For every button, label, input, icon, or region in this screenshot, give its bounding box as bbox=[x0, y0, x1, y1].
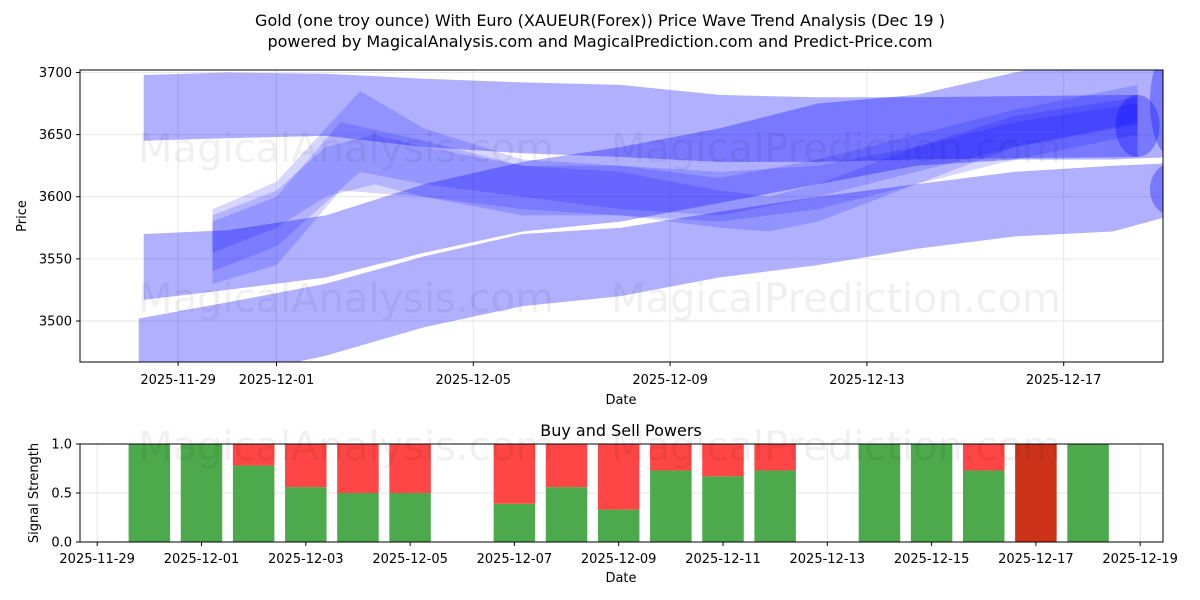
buy-bar-2025-12-18 bbox=[1067, 444, 1109, 542]
signal-x-tick-label: 2025-12-03 bbox=[268, 552, 344, 567]
buy-bar-2025-12-07 bbox=[493, 503, 536, 542]
price-y-tick-label: 3600 bbox=[39, 190, 72, 205]
price-wave-band-5 bbox=[212, 97, 1138, 284]
price-x-tick-label: 2025-12-05 bbox=[436, 373, 512, 388]
buy-sell-bars bbox=[128, 444, 1109, 542]
buy-bar-2025-12-01 bbox=[180, 444, 223, 542]
price-wave-band-6 bbox=[212, 103, 1138, 253]
price-y-axis-label: Price bbox=[15, 200, 30, 232]
watermark-prediction-top-2: MagicalPrediction.com bbox=[611, 276, 1061, 322]
signal-x-tick-label: 2025-12-01 bbox=[164, 552, 240, 567]
buy-bar-2025-12-09 bbox=[597, 509, 640, 542]
sell-bar-2025-12-04 bbox=[337, 444, 379, 493]
buy-bar-2025-12-08 bbox=[545, 487, 588, 542]
price-y-tick-label: 3500 bbox=[39, 314, 72, 329]
sell-bar-2025-12-16 bbox=[963, 444, 1005, 471]
buy-bar-2025-12-03 bbox=[285, 487, 327, 542]
sell-bar-2025-12-05 bbox=[389, 444, 431, 493]
sell-bar-2025-12-03 bbox=[285, 444, 327, 488]
signal-y-axis-label: Signal Strength bbox=[27, 443, 42, 543]
price-plot-frame bbox=[79, 69, 1164, 363]
price-wave-cap-2 bbox=[1149, 70, 1163, 153]
price-wave-band-4 bbox=[212, 84, 1138, 272]
price-wave-panel: MagicalAnalysis.com MagicalPrediction.com… bbox=[15, 66, 1164, 408]
watermark-prediction-top-1: MagicalPrediction.com bbox=[611, 126, 1061, 172]
buy-bar-2025-12-12 bbox=[754, 470, 796, 542]
buy-bar-2025-12-14 bbox=[858, 444, 901, 542]
sell-bar-2025-12-07 bbox=[493, 444, 536, 504]
price-x-axis-label: Date bbox=[605, 393, 636, 408]
sell-bar-2025-12-17 bbox=[1015, 444, 1057, 542]
sell-bar-2025-12-10 bbox=[650, 444, 692, 471]
buy-bar-2025-12-11 bbox=[702, 476, 744, 542]
signal-y-tick-label: 0.0 bbox=[51, 536, 72, 551]
chart-subtitle: powered by MagicalAnalysis.com and Magic… bbox=[267, 32, 932, 51]
sell-bar-2025-12-11 bbox=[702, 444, 744, 477]
price-x-tick-label: 2025-12-01 bbox=[239, 373, 315, 388]
buy-sell-panel: Buy and Sell Powers MagicalAnalysis.com M… bbox=[27, 421, 1178, 586]
signal-x-tick-label: 2025-12-05 bbox=[372, 552, 448, 567]
price-wave-cap-1 bbox=[1115, 94, 1160, 157]
price-x-tick-label: 2025-12-17 bbox=[1026, 373, 1102, 388]
watermark-analysis-top-2: MagicalAnalysis.com bbox=[138, 276, 554, 322]
price-x-tick-label: 2025-12-09 bbox=[632, 373, 708, 388]
signal-x-tick-label: 2025-12-13 bbox=[790, 552, 866, 567]
signal-x-tick-label: 2025-11-29 bbox=[59, 552, 135, 567]
signal-y-tick-label: 0.5 bbox=[51, 487, 72, 502]
buy-bar-2025-12-10 bbox=[650, 470, 692, 542]
sell-bar-2025-12-02 bbox=[232, 444, 275, 466]
buy-bar-2025-12-04 bbox=[337, 493, 379, 542]
price-y-tick-label: 3650 bbox=[39, 128, 72, 143]
buy-bar-2025-12-16 bbox=[963, 470, 1005, 542]
sell-bar-2025-12-09 bbox=[597, 444, 640, 510]
price-wave-band-2 bbox=[143, 70, 1163, 300]
watermark-prediction-bottom: MagicalPrediction.com bbox=[611, 424, 1061, 470]
chart-title: Gold (one troy ounce) With Euro (XAUEUR(… bbox=[255, 11, 945, 30]
price-wave-band-1 bbox=[143, 72, 1138, 162]
sell-bar-2025-12-12 bbox=[754, 444, 796, 471]
price-wave-band-3 bbox=[138, 163, 1163, 362]
watermarks-bottom: MagicalAnalysis.com MagicalPrediction.com bbox=[138, 424, 1061, 470]
signal-x-tick-label: 2025-12-11 bbox=[685, 552, 761, 567]
price-x-tick-label: 2025-12-13 bbox=[829, 373, 905, 388]
signal-x-axis-label: Date bbox=[605, 571, 636, 586]
watermark-analysis-bottom: MagicalAnalysis.com bbox=[138, 424, 554, 470]
signal-x-tick-label: 2025-12-15 bbox=[894, 552, 970, 567]
buy-sell-title: Buy and Sell Powers bbox=[540, 421, 702, 440]
price-y-tick-label: 3700 bbox=[39, 66, 72, 81]
price-wave-cap-3 bbox=[1149, 165, 1163, 214]
buy-bar-2025-11-30 bbox=[128, 444, 171, 542]
watermark-analysis-top-1: MagicalAnalysis.com bbox=[138, 126, 554, 172]
signal-x-tick-label: 2025-12-09 bbox=[581, 552, 657, 567]
sell-bar-2025-12-08 bbox=[545, 444, 588, 488]
price-y-tick-label: 3550 bbox=[39, 252, 72, 267]
price-wave-bands bbox=[138, 70, 1163, 362]
buy-bar-2025-12-05 bbox=[389, 493, 431, 542]
buy-bar-2025-12-15 bbox=[910, 444, 953, 542]
price-x-tick-label: 2025-11-29 bbox=[140, 373, 216, 388]
signal-x-tick-label: 2025-12-07 bbox=[477, 552, 553, 567]
signal-y-tick-label: 1.0 bbox=[51, 438, 72, 453]
buy-bar-2025-12-02 bbox=[232, 465, 275, 542]
signal-x-tick-label: 2025-12-17 bbox=[998, 552, 1074, 567]
watermarks-top: MagicalAnalysis.com MagicalPrediction.com… bbox=[138, 126, 1061, 322]
signal-x-tick-label: 2025-12-19 bbox=[1102, 552, 1178, 567]
